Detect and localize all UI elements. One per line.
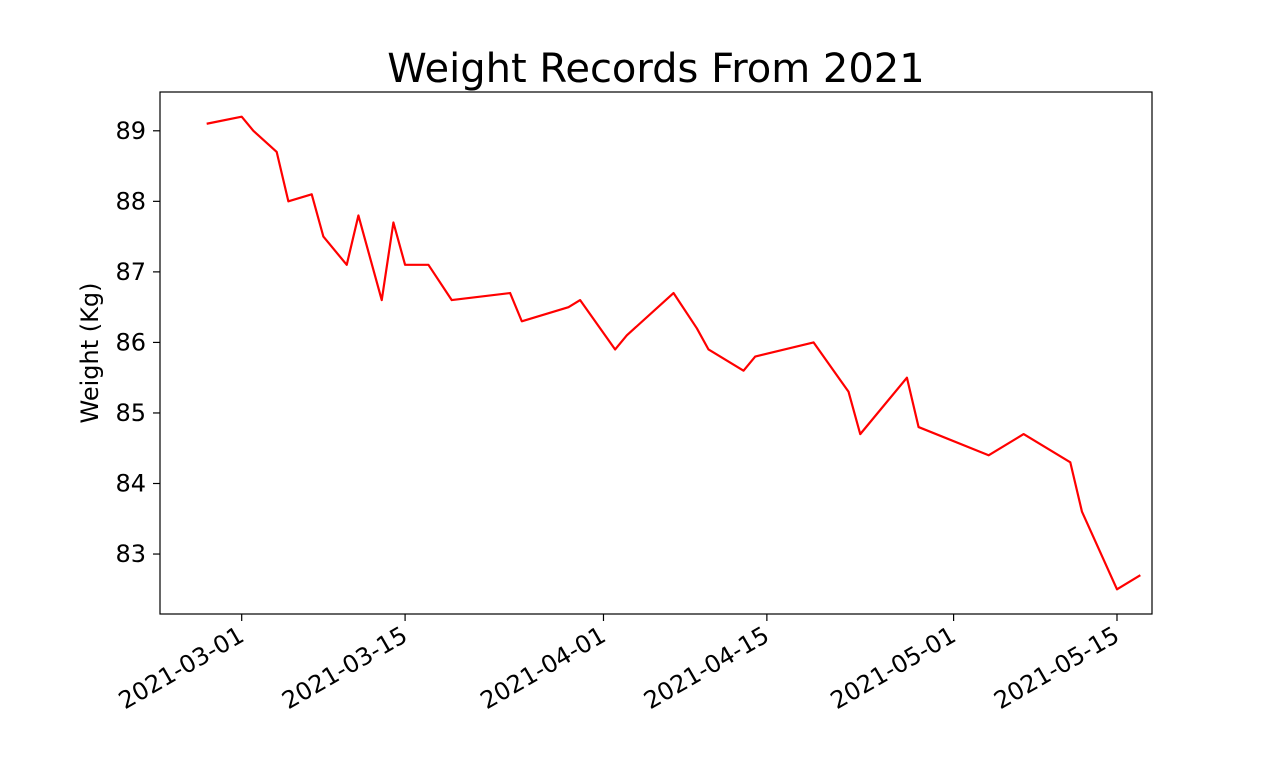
y-tick-label: 83 xyxy=(115,540,146,568)
x-tick-label: 2021-05-15 xyxy=(989,621,1124,715)
x-tick-label: 2021-04-01 xyxy=(476,621,611,715)
x-tick-label: 2021-03-01 xyxy=(114,621,249,715)
y-tick-label: 85 xyxy=(115,399,146,427)
y-tick-label: 86 xyxy=(115,328,146,356)
x-tick-label: 2021-03-15 xyxy=(277,621,412,715)
y-tick-label: 84 xyxy=(115,470,146,498)
y-axis-label: Weight (Kg) xyxy=(76,283,104,424)
y-tick-label: 87 xyxy=(115,258,146,286)
plot-area: 83 84 85 86 87 88 89 2021-03-01 2021-03-15 2021-0… xyxy=(114,91,1153,715)
y-tick-label: 89 xyxy=(115,117,146,145)
series-line xyxy=(206,115,1141,591)
chart-title: Weight Records From 2021 xyxy=(387,46,924,92)
x-tick-label: 2021-05-01 xyxy=(826,621,961,715)
plot-frame xyxy=(159,91,1153,615)
x-tick-label: 2021-04-15 xyxy=(639,621,774,715)
y-tick-label: 88 xyxy=(115,187,146,215)
